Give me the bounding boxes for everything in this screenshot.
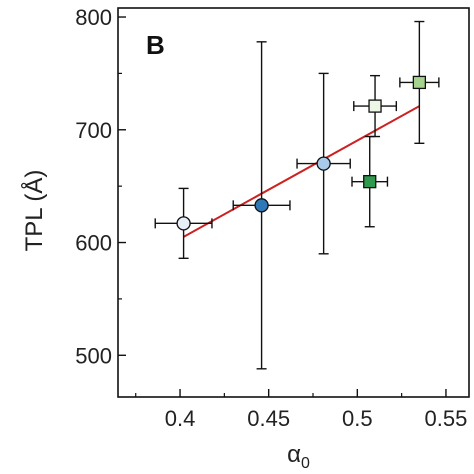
circle-marker-0 <box>176 216 191 231</box>
circle-marker-1 <box>254 198 269 213</box>
data-points <box>154 20 440 370</box>
x-tick-label-3: 0.55 <box>425 406 468 431</box>
fit-line <box>183 105 420 238</box>
axis-ticks: 0.4 0.45 0.5 0.55 500 600 700 800 <box>75 5 467 431</box>
y-tick-label-3: 800 <box>75 5 112 30</box>
y-tick-label-0: 500 <box>75 343 112 368</box>
y-axis-title: TPL (Å) <box>20 170 48 252</box>
y-tick-label-1: 600 <box>75 231 112 256</box>
data-point-4 <box>353 74 398 138</box>
square-marker-3 <box>363 174 377 189</box>
data-point-1 <box>232 41 291 370</box>
data-point-2 <box>296 72 351 255</box>
data-point-5 <box>399 20 440 145</box>
data-point-0 <box>154 187 213 260</box>
x-tick-label-2: 0.5 <box>342 406 373 431</box>
circle-marker-2 <box>316 156 331 171</box>
y-tick-label-2: 700 <box>75 118 112 143</box>
x-tick-label-1: 0.45 <box>247 406 290 431</box>
fit-line-layer <box>183 105 420 238</box>
plot-frame <box>117 7 470 398</box>
square-marker-5 <box>412 75 427 90</box>
panel-label: B <box>146 30 165 60</box>
square-marker-4 <box>368 99 382 113</box>
x-axis-title-main: α <box>287 441 301 468</box>
data-point-3 <box>351 135 389 228</box>
x-tick-label-0: 0.4 <box>165 406 196 431</box>
x-axis-title: α0 <box>287 441 310 472</box>
x-axis-title-subscript: 0 <box>301 455 310 472</box>
